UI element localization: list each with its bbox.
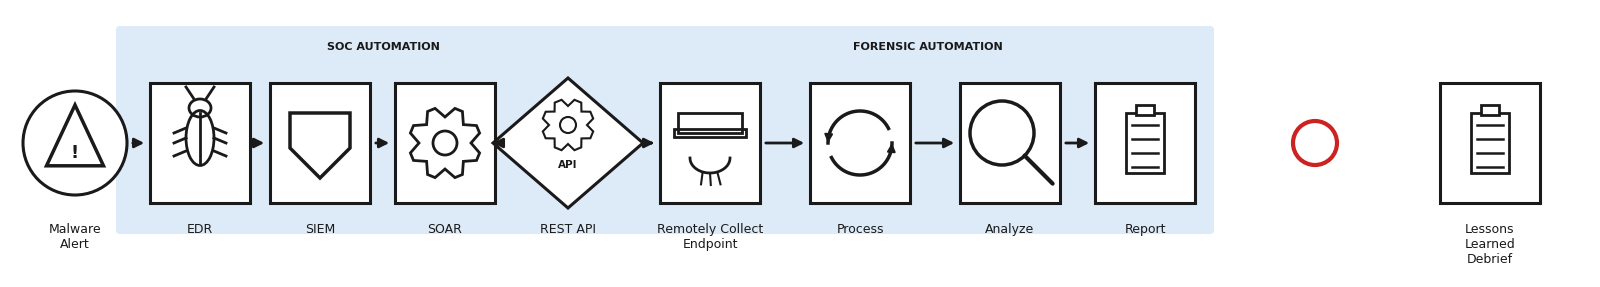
Text: Malware
Alert: Malware Alert — [48, 223, 101, 251]
FancyBboxPatch shape — [150, 83, 250, 203]
FancyBboxPatch shape — [1136, 105, 1154, 115]
Text: Remotely Collect
Endpoint: Remotely Collect Endpoint — [658, 223, 763, 251]
FancyBboxPatch shape — [270, 83, 370, 203]
FancyBboxPatch shape — [661, 83, 760, 203]
Polygon shape — [493, 78, 643, 208]
Text: EDR: EDR — [187, 223, 213, 236]
Text: API: API — [558, 160, 578, 170]
Text: Process: Process — [837, 223, 883, 236]
Text: SOAR: SOAR — [427, 223, 462, 236]
Text: SIEM: SIEM — [306, 223, 334, 236]
Circle shape — [22, 91, 126, 195]
FancyBboxPatch shape — [1440, 83, 1539, 203]
Text: Analyze: Analyze — [986, 223, 1035, 236]
FancyBboxPatch shape — [960, 83, 1059, 203]
Text: FORENSIC AUTOMATION: FORENSIC AUTOMATION — [853, 42, 1003, 52]
FancyBboxPatch shape — [1482, 105, 1499, 115]
Text: Lessons
Learned
Debrief: Lessons Learned Debrief — [1464, 223, 1515, 266]
Text: !: ! — [70, 144, 78, 162]
Text: SOC AUTOMATION: SOC AUTOMATION — [326, 42, 440, 52]
Text: Report: Report — [1125, 223, 1166, 236]
FancyBboxPatch shape — [395, 83, 494, 203]
FancyBboxPatch shape — [115, 26, 1214, 234]
FancyBboxPatch shape — [1094, 83, 1195, 203]
Text: REST API: REST API — [541, 223, 595, 236]
FancyBboxPatch shape — [810, 83, 910, 203]
